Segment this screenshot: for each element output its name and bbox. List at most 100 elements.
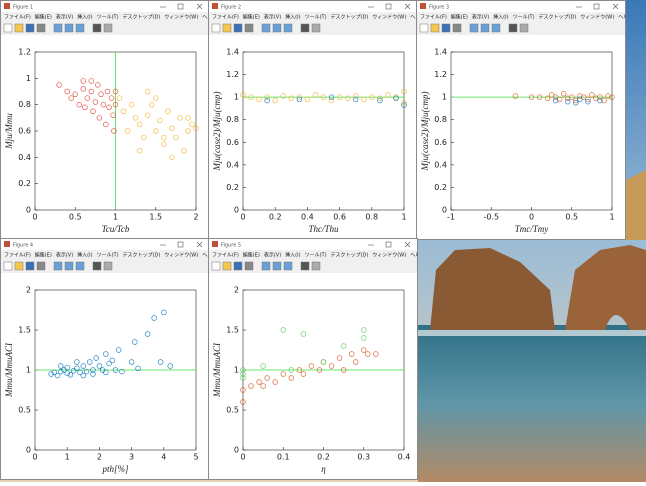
toolbar-button[interactable] [300, 261, 310, 271]
menu-item[interactable]: 表示(V) [264, 252, 281, 259]
toolbar-button[interactable] [103, 23, 113, 33]
menu-item[interactable]: ファイル(F) [4, 15, 31, 21]
data-point [377, 95, 383, 102]
toolbar-button[interactable] [222, 23, 232, 33]
menu-item[interactable]: 挿入(I) [77, 252, 92, 259]
menu-item[interactable]: ウィンドウ(W) [580, 14, 614, 21]
close-button[interactable] [404, 241, 411, 248]
menu-item[interactable]: ウィンドウ(W) [372, 252, 406, 259]
data-point [51, 369, 58, 376]
menu-item[interactable]: ファイル(F) [420, 15, 447, 21]
menu-item[interactable]: ツール(T) [305, 15, 327, 21]
menu-item[interactable]: 編集(E) [35, 252, 52, 259]
toolbar-button[interactable] [25, 261, 35, 271]
toolbar-button[interactable] [92, 261, 102, 271]
toolbar-button[interactable] [508, 23, 518, 33]
menu-item[interactable]: ヘルプ(H) [202, 15, 225, 21]
toolbar-button[interactable] [480, 23, 490, 33]
menu-item[interactable]: 挿入(I) [285, 14, 300, 21]
toolbar-button[interactable] [64, 23, 74, 33]
menu-item[interactable]: 表示(V) [472, 14, 489, 21]
toolbar-button[interactable] [441, 23, 451, 33]
y-tick-label: 0.5 [226, 406, 239, 415]
toolbar-button[interactable] [300, 23, 310, 33]
toolbar-button[interactable] [211, 261, 221, 271]
toolbar-button[interactable] [75, 261, 85, 271]
close-button[interactable] [196, 241, 203, 248]
menu-item[interactable]: ヘルプ(H) [410, 253, 433, 259]
menu-item[interactable]: ヘルプ(H) [618, 15, 641, 21]
maximize-button[interactable] [177, 241, 184, 248]
menu-item[interactable]: デスクトップ(D) [331, 14, 369, 21]
toolbar-button[interactable] [53, 261, 63, 271]
maximize-button[interactable] [177, 3, 184, 10]
menu-item[interactable]: ツール(T) [97, 253, 119, 259]
menu-item[interactable]: 挿入(I) [77, 14, 92, 21]
toolbar-button[interactable] [211, 23, 221, 33]
toolbar-button[interactable] [222, 261, 232, 271]
menu-item[interactable]: デスクトップ(D) [539, 14, 577, 21]
menu-item[interactable]: 表示(V) [56, 252, 73, 259]
menu-item[interactable]: 挿入(I) [493, 14, 508, 21]
toolbar-button[interactable] [14, 261, 24, 271]
menu-item[interactable]: ファイル(F) [4, 253, 31, 259]
toolbar-button[interactable] [3, 23, 13, 33]
toolbar-button[interactable] [53, 23, 63, 33]
toolbar-button[interactable] [103, 261, 113, 271]
toolbar-button[interactable] [233, 23, 243, 33]
toolbar-button[interactable] [36, 261, 46, 271]
menu-item[interactable]: ファイル(F) [212, 15, 239, 21]
menu-item[interactable]: デスクトップ(D) [123, 14, 161, 21]
menu-item[interactable]: ヘルプ(H) [202, 253, 225, 259]
menu-item[interactable]: ファイル(F) [212, 253, 239, 259]
menu-item[interactable]: ウィンドウ(W) [372, 14, 406, 21]
menu-item[interactable]: 編集(E) [451, 14, 468, 21]
toolbar-button[interactable] [233, 261, 243, 271]
toolbar-button[interactable] [75, 23, 85, 33]
toolbar-button[interactable] [430, 23, 440, 33]
menu-item[interactable]: ウィンドウ(W) [164, 14, 198, 21]
toolbar-button[interactable] [452, 23, 462, 33]
toolbar-button[interactable] [311, 261, 321, 271]
menu-item[interactable]: ウィンドウ(W) [164, 252, 198, 259]
menu-item[interactable]: ヘルプ(H) [410, 15, 433, 21]
maximize-button[interactable] [385, 241, 392, 248]
menu-item[interactable]: 編集(E) [243, 14, 260, 21]
toolbar-button[interactable] [311, 23, 321, 33]
toolbar-button[interactable] [36, 23, 46, 33]
menu-item[interactable]: ツール(T) [97, 15, 119, 21]
toolbar-button[interactable] [491, 23, 501, 33]
menu-item[interactable]: 編集(E) [35, 14, 52, 21]
toolbar-button[interactable] [92, 23, 102, 33]
toolbar-button[interactable] [283, 23, 293, 33]
maximize-button[interactable] [385, 3, 392, 10]
toolbar-button[interactable] [14, 23, 24, 33]
menu-item[interactable]: デスクトップ(D) [331, 252, 369, 259]
close-button[interactable] [404, 3, 411, 10]
menu-item[interactable]: 編集(E) [243, 252, 260, 259]
toolbar-button[interactable] [261, 23, 271, 33]
menu-item[interactable]: ツール(T) [513, 15, 535, 21]
toolbar-button[interactable] [64, 261, 74, 271]
toolbar-button[interactable] [272, 23, 282, 33]
menu-item[interactable]: 表示(V) [264, 14, 281, 21]
toolbar-button[interactable] [519, 23, 529, 33]
maximize-button[interactable] [593, 3, 600, 10]
data-point [120, 108, 127, 114]
toolbar-button[interactable] [244, 261, 254, 271]
toolbar-button[interactable] [283, 261, 293, 271]
close-button[interactable] [612, 3, 619, 10]
toolbar-button[interactable] [3, 261, 13, 271]
toolbar-button[interactable] [261, 261, 271, 271]
close-button[interactable] [196, 3, 203, 10]
toolbar-button[interactable] [469, 23, 479, 33]
toolbar-button[interactable] [419, 23, 429, 33]
data-point [185, 115, 191, 121]
menu-item[interactable]: 挿入(I) [285, 252, 300, 259]
menu-item[interactable]: 表示(V) [56, 14, 73, 21]
toolbar-button[interactable] [244, 23, 254, 33]
toolbar-button[interactable] [25, 23, 35, 33]
menu-item[interactable]: ツール(T) [305, 253, 327, 259]
menu-item[interactable]: デスクトップ(D) [123, 252, 161, 259]
toolbar-button[interactable] [272, 261, 282, 271]
